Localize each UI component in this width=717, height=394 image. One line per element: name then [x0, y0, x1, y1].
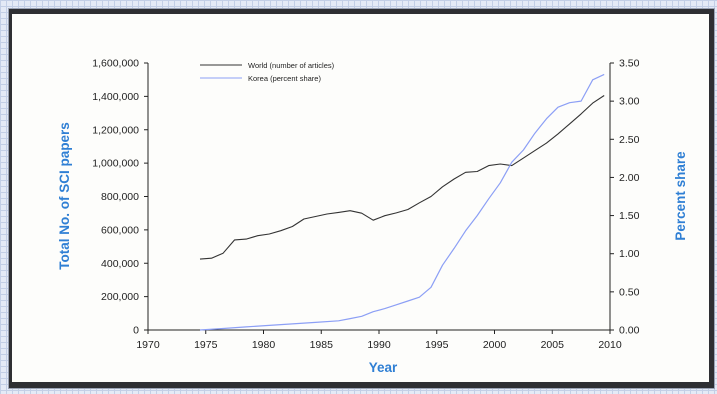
x-tick-label: 2010 [598, 339, 622, 351]
y-left-tick-label: 1,400,000 [92, 91, 139, 103]
x-tick-label: 1985 [310, 339, 334, 351]
x-tick-label: 1990 [367, 339, 391, 351]
y-left-tick-label: 600,000 [101, 224, 139, 236]
dual-axis-line-chart: 1970 1975 1980 1985 1990 1995 2000 2005 2010 0 200… [57, 58, 688, 376]
axes [144, 62, 614, 334]
x-tick-label: 2000 [483, 339, 507, 351]
y-left-tick-label: 400,000 [101, 258, 139, 270]
y-left-tick-label: 1,200,000 [92, 124, 139, 136]
x-tick-label: 1980 [252, 339, 276, 351]
tick-labels: 1970 1975 1980 1985 1990 1995 2000 2005 2010 0 200… [92, 58, 639, 352]
legend-label-world: World (number of articles) [248, 61, 335, 70]
y-left-tick-label: 200,000 [101, 291, 139, 303]
y-left-tick-label: 800,000 [101, 191, 139, 203]
series-line-world [199, 95, 605, 260]
legend: World (number of articles) Korea (percen… [200, 61, 335, 83]
chart-panel: 1970 1975 1980 1985 1990 1995 2000 2005 2010 0 200… [12, 14, 709, 382]
y-right-tick-label: 3.00 [619, 96, 640, 108]
series-layer [199, 73, 605, 331]
x-tick-label: 1975 [194, 339, 218, 351]
legend-label-korea: Korea (percent share) [248, 74, 321, 83]
y-right-tick-label: 0.50 [619, 286, 640, 298]
y-right-tick-label: 3.50 [619, 58, 640, 70]
y-axis-title-left: Total No. of SCI papers [57, 122, 72, 270]
y-right-tick-label: 2.50 [619, 134, 640, 146]
x-tick-label: 2005 [541, 339, 565, 351]
y-right-tick-label: 1.50 [619, 210, 640, 222]
x-tick-label: 1995 [425, 339, 449, 351]
y-right-tick-label: 2.00 [619, 172, 640, 184]
series-line-korea [199, 73, 605, 331]
y-left-tick-label: 0 [133, 325, 139, 337]
y-left-tick-label: 1,600,000 [92, 58, 139, 70]
y-axis-title-right: Percent share [673, 151, 688, 241]
x-axis-title: Year [369, 360, 398, 375]
x-tick-label: 1970 [136, 339, 160, 351]
y-left-tick-label: 1,000,000 [92, 158, 139, 170]
y-right-tick-label: 0.00 [619, 325, 640, 337]
y-right-tick-label: 1.00 [619, 248, 640, 260]
